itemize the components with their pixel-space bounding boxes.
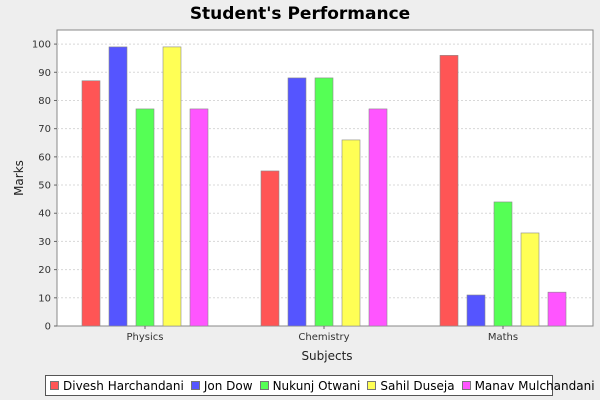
legend-swatch xyxy=(259,381,269,390)
legend-item: Nukunj Otwani xyxy=(259,378,361,393)
legend-label: Sahil Duseja xyxy=(380,378,455,393)
y-tick-label: 0 xyxy=(45,322,51,333)
x-tick-label: Maths xyxy=(488,332,518,343)
legend-item: Jon Dow xyxy=(190,378,253,393)
legend-item: Manav Mulchandani xyxy=(461,378,595,393)
bar xyxy=(466,294,486,327)
bar xyxy=(493,201,513,327)
bar xyxy=(520,232,540,327)
y-axis-label: Marks xyxy=(12,160,26,196)
y-tick-label: 60 xyxy=(38,152,51,163)
bar xyxy=(81,80,101,327)
y-tick-label: 100 xyxy=(32,40,51,51)
legend-label: Manav Mulchandani xyxy=(474,378,595,393)
legend-swatch xyxy=(190,381,200,390)
y-tick-label: 30 xyxy=(38,237,51,248)
x-tick-label: Chemistry xyxy=(298,332,349,343)
bar xyxy=(260,170,280,327)
axes: 0 10 20 30 40 50 60 70 80 90 100 Physics Chemistry Ma… xyxy=(32,40,518,343)
bar xyxy=(368,108,388,327)
bars xyxy=(81,46,567,327)
chart-title: Student's Performance xyxy=(190,4,410,24)
bar xyxy=(189,108,209,327)
legend-label: Nukunj Otwani xyxy=(272,378,361,393)
legend-swatch xyxy=(367,381,377,390)
y-tick-label: 20 xyxy=(38,265,51,276)
y-tick-label: 50 xyxy=(38,181,51,192)
y-tick-label: 90 xyxy=(38,68,51,79)
y-tick-label: 80 xyxy=(38,96,51,107)
bar xyxy=(439,55,459,327)
legend-item: Sahil Duseja xyxy=(367,378,455,393)
bar xyxy=(314,77,334,327)
legend-label: Jon Dow xyxy=(203,378,253,393)
x-tick-label: Physics xyxy=(127,332,164,343)
y-tick-label: 70 xyxy=(38,124,51,135)
legend-item: Divesh Harchandani xyxy=(50,379,184,393)
y-tick-label: 10 xyxy=(38,293,51,304)
legend: Divesh Harchandani Jon Dow Nukunj Otwani Sa… xyxy=(45,375,595,396)
legend-swatch xyxy=(50,381,59,390)
bar xyxy=(287,77,307,327)
legend-label: Divesh Harchandani xyxy=(63,378,184,393)
legend-swatch xyxy=(461,381,471,390)
bar xyxy=(108,46,128,327)
chart: Student's Performance 0 10 20 30 40 50 60 70 80 9… xyxy=(12,4,594,363)
bar xyxy=(135,108,155,327)
bar xyxy=(341,139,361,327)
bar xyxy=(162,46,182,327)
y-tick-label: 40 xyxy=(38,209,51,220)
x-axis-label: Subjects xyxy=(301,349,352,363)
bar xyxy=(547,291,567,327)
